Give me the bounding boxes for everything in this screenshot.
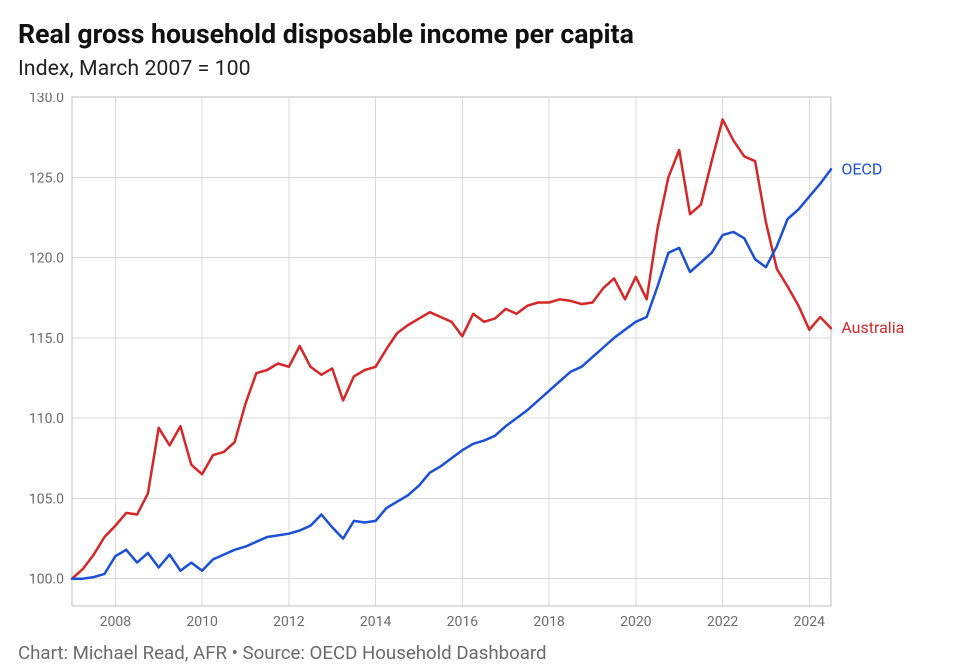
- chart-subtitle: Index, March 2007 = 100: [18, 56, 943, 81]
- svg-text:2024: 2024: [794, 614, 826, 630]
- series-label-oecd: OECD: [841, 159, 882, 178]
- svg-text:100.0: 100.0: [29, 572, 64, 588]
- svg-text:2012: 2012: [273, 614, 305, 630]
- chart-title: Real gross household disposable income p…: [18, 18, 943, 50]
- plot-border: [72, 97, 831, 606]
- svg-text:130.0: 130.0: [29, 93, 64, 106]
- series-australia: [72, 120, 831, 579]
- series-label-australia: Australia: [841, 318, 904, 337]
- chart-container: Real gross household disposable income p…: [0, 0, 953, 670]
- svg-text:115.0: 115.0: [29, 331, 64, 347]
- svg-text:125.0: 125.0: [29, 170, 64, 186]
- svg-text:110.0: 110.0: [29, 411, 64, 427]
- series-oecd: [72, 169, 831, 578]
- svg-text:2018: 2018: [533, 614, 565, 630]
- svg-text:2022: 2022: [707, 614, 739, 630]
- svg-text:2020: 2020: [620, 614, 652, 630]
- svg-text:2010: 2010: [186, 614, 218, 630]
- svg-text:120.0: 120.0: [29, 251, 64, 267]
- chart-footer: Chart: Michael Read, AFR • Source: OECD …: [18, 642, 943, 664]
- svg-text:2016: 2016: [447, 614, 479, 630]
- svg-text:2008: 2008: [100, 614, 132, 630]
- svg-text:2014: 2014: [360, 614, 392, 630]
- svg-text:105.0: 105.0: [29, 491, 64, 507]
- line-chart: 100.0 105.0 110.0 115.0 120.0 125.0 130.0 2008 2…: [18, 93, 943, 632]
